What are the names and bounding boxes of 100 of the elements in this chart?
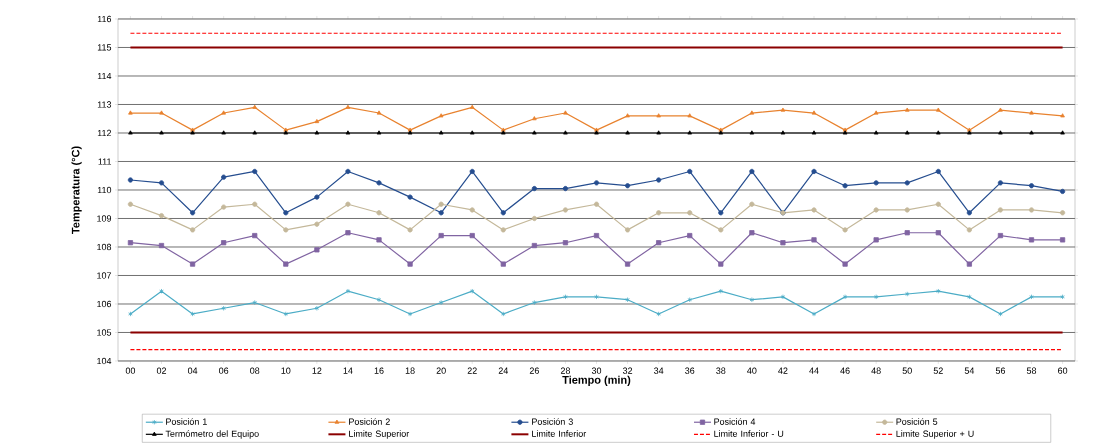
- x-tick-label: 02: [156, 367, 167, 374]
- legend-label: Limite Inferior: [532, 430, 587, 437]
- point: [1060, 113, 1065, 118]
- x-tick-label: 00: [125, 367, 136, 374]
- legend-label: Posición 2: [349, 418, 390, 425]
- x-tick-label: 42: [778, 367, 788, 374]
- point: [811, 311, 817, 317]
- point: [345, 201, 351, 207]
- point: [563, 110, 568, 115]
- point: [1029, 294, 1034, 300]
- point: [252, 130, 258, 135]
- point: [594, 294, 599, 300]
- point: [873, 180, 879, 186]
- point: [252, 233, 258, 239]
- point: [438, 299, 444, 306]
- point: [469, 288, 475, 294]
- point: [967, 294, 972, 300]
- point: [811, 110, 817, 115]
- y-tick-label: 116: [97, 15, 112, 23]
- point: [345, 288, 351, 294]
- point: [656, 210, 662, 216]
- point: [532, 299, 537, 306]
- point: [314, 118, 320, 124]
- point: [127, 240, 134, 246]
- point: [283, 210, 289, 216]
- point: [376, 237, 382, 243]
- point: [749, 230, 755, 236]
- point: [376, 210, 382, 216]
- point: [1029, 130, 1034, 135]
- point: [438, 233, 444, 239]
- point: [500, 227, 506, 233]
- point: [158, 213, 165, 219]
- legend-label: Posición 1: [166, 418, 207, 425]
- x-tick-label: 60: [1058, 367, 1068, 374]
- legend-label: Limite Superior + U: [896, 430, 974, 439]
- point: [128, 110, 133, 115]
- point: [531, 242, 537, 249]
- x-tick-label: 20: [436, 367, 446, 374]
- point: [842, 261, 848, 267]
- point: [687, 233, 693, 239]
- point: [624, 183, 631, 189]
- point: [1059, 188, 1066, 194]
- point: [438, 201, 444, 207]
- point: [656, 311, 661, 317]
- point: [904, 291, 910, 297]
- point: [283, 261, 289, 267]
- point: [687, 113, 693, 118]
- y-tick-label: 108: [97, 243, 112, 251]
- x-tick-label: 48: [871, 367, 881, 374]
- point: [159, 288, 164, 294]
- point: [873, 110, 879, 115]
- y-tick-label: 113: [97, 101, 112, 108]
- point: [842, 227, 848, 233]
- point: [159, 130, 164, 135]
- point: [407, 311, 413, 317]
- point: [811, 168, 817, 175]
- point: [532, 130, 537, 135]
- point: [718, 227, 724, 233]
- point: [749, 168, 755, 175]
- point: [625, 130, 630, 135]
- point: [1029, 110, 1034, 115]
- point: [780, 294, 786, 300]
- point: [936, 130, 941, 135]
- point: [687, 130, 693, 135]
- point: [407, 194, 413, 200]
- x-tick-label: 10: [281, 367, 291, 374]
- point: [531, 185, 537, 192]
- legend-label: Limite Inferior - U: [714, 430, 784, 437]
- point: [158, 242, 165, 249]
- x-tick-label: 46: [840, 367, 850, 374]
- point: [469, 104, 475, 109]
- point: [873, 294, 879, 300]
- point: [221, 130, 226, 135]
- point: [966, 227, 972, 233]
- x-tick-label: 52: [933, 367, 943, 374]
- point: [935, 201, 941, 207]
- x-tick-label: 30: [591, 367, 602, 374]
- point: [221, 240, 227, 246]
- point: [159, 110, 164, 115]
- point: [469, 168, 475, 175]
- point: [345, 230, 351, 236]
- x-tick-label: 40: [747, 367, 757, 374]
- y-tick-label: 106: [97, 300, 112, 308]
- point: [345, 130, 351, 135]
- point: [127, 177, 134, 183]
- point: [873, 207, 879, 213]
- x-tick-label: 38: [716, 367, 726, 374]
- point: [935, 168, 941, 175]
- point: [221, 305, 226, 311]
- point: [531, 215, 537, 222]
- x-tick-label: 06: [219, 367, 229, 374]
- point: [998, 107, 1003, 112]
- point: [998, 130, 1003, 135]
- point: [625, 113, 630, 118]
- x-tick-label: 56: [995, 367, 1006, 374]
- point: [127, 201, 134, 207]
- point: [687, 210, 693, 216]
- point: [873, 237, 879, 243]
- point: [1028, 207, 1035, 213]
- point: [842, 294, 848, 300]
